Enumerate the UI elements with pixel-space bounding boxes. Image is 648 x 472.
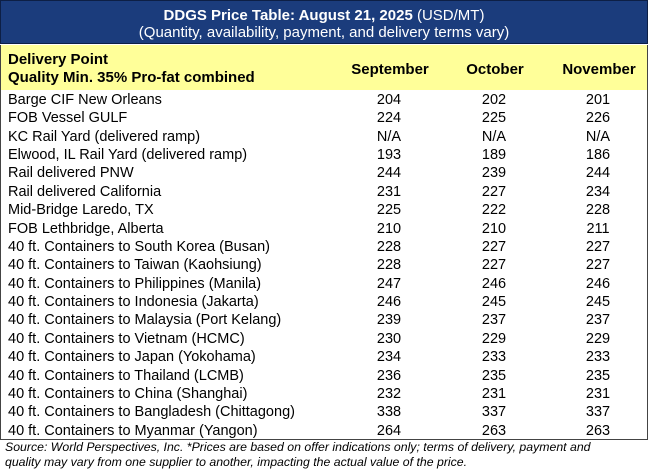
price: 237 [481,312,507,329]
price: 263 [585,422,611,439]
column-label: November [562,61,636,78]
price: 235 [481,367,507,384]
footer-line: Source: World Perspectives, Inc. *Prices… [5,440,591,454]
price: 186 [585,147,611,164]
price: 246 [585,275,611,292]
price: N/A [585,128,611,145]
price: 264 [376,422,402,439]
footer: Source: World Perspectives, Inc. *Prices… [5,440,591,470]
title: DDGS Price Table: August 21, 2025 [163,7,413,24]
price: 227 [481,238,507,255]
column-header: Delivery Point Quality Min. 35% Pro-fat … [0,45,648,90]
price: 227 [585,238,611,255]
price: 210 [376,220,402,237]
price: 193 [376,147,402,164]
price: 337 [585,404,611,421]
price: 204 [376,92,402,108]
column-label: September [351,61,429,78]
price: 246 [376,294,402,311]
price: 247 [376,275,402,292]
price: 244 [376,165,402,182]
row-label: 40 ft. Containers to Myanmar (Yangon) [8,422,258,439]
price: 202 [481,92,507,108]
price: 235 [585,367,611,384]
price: N/A [481,128,507,145]
row-label: Elwood, IL Rail Yard (delivered ramp) [8,147,248,164]
row-label: FOB Vessel GULF [8,110,128,127]
row-header: Delivery Point [8,51,109,68]
row-label: 40 ft. Containers to Malaysia (Port Kela… [8,312,282,329]
row-label: 40 ft. Containers to Taiwan (Kaohsiung) [8,257,262,274]
row-label: 40 ft. Containers to Vietnam (HCMC) [8,330,245,347]
price: 189 [481,147,507,164]
price: 230 [376,330,402,347]
row-header: Quality Min. 35% Pro-fat combined [8,69,255,86]
price: 245 [585,294,611,311]
price: 226 [585,110,611,127]
row-label: Rail delivered PNW [8,165,134,182]
row-label: Barge CIF New Orleans [8,92,162,108]
price: 222 [481,202,507,219]
price: 210 [481,220,507,237]
price: 227 [585,257,611,274]
title-band: DDGS Price Table: August 21, 2025 (USD/M… [0,0,648,44]
price: 234 [376,349,402,366]
price: 229 [481,330,507,347]
price: 244 [585,165,611,182]
price: 228 [376,257,402,274]
price: 337 [481,404,507,421]
price: 233 [585,349,611,366]
row-label: FOB Lethbridge, Alberta [8,220,164,237]
footer-line: quality may vary from one supplier to an… [5,455,468,469]
unit: (USD/MT) [416,7,485,24]
price: 229 [585,330,611,347]
column-label: October [466,61,524,78]
row-label: 40 ft. Containers to Japan (Yokohama) [8,349,256,366]
title-line: DDGS Price Table: August 21, 2025 (USD/M… [1,7,647,24]
price: 225 [481,110,507,127]
price: 224 [376,110,402,127]
price: 227 [481,257,507,274]
row-label: 40 ft. Containers to Thailand (LCMB) [8,367,244,384]
table-body: Barge CIF New Orleans 204 202 201 FOB Vessel… [0,90,648,440]
price: 231 [481,385,507,402]
price: 233 [481,349,507,366]
price: 228 [585,202,611,219]
price: 211 [586,220,610,237]
row-label: Mid-Bridge Laredo, TX [8,202,154,219]
price: 228 [376,238,402,255]
price: 225 [376,202,402,219]
price: 237 [585,312,611,329]
subtitle: (Quantity, availability, payment, and de… [138,24,510,41]
row-label: 40 ft. Containers to Philippines (Manila… [8,275,262,292]
price: 236 [376,367,402,384]
row-label: 40 ft. Containers to Bangladesh (Chittag… [8,404,295,421]
row-label: Rail delivered California [8,183,162,200]
price: 231 [585,385,611,402]
price: 231 [376,183,402,200]
price: N/A [376,128,402,145]
price: 227 [481,183,507,200]
price: 201 [585,92,611,108]
price: 245 [481,294,507,311]
price: 234 [585,183,611,200]
price: 239 [481,165,507,182]
row-label: KC Rail Yard (delivered ramp) [8,128,201,145]
row-label: 40 ft. Containers to Indonesia (Jakarta) [8,294,259,311]
row-label: 40 ft. Containers to China (Shanghai) [8,385,248,402]
price: 239 [376,312,402,329]
row-label: 40 ft. Containers to South Korea (Busan) [8,238,270,255]
price: 338 [376,404,402,421]
price: 263 [481,422,507,439]
price: 246 [481,275,507,292]
price: 232 [376,385,402,402]
